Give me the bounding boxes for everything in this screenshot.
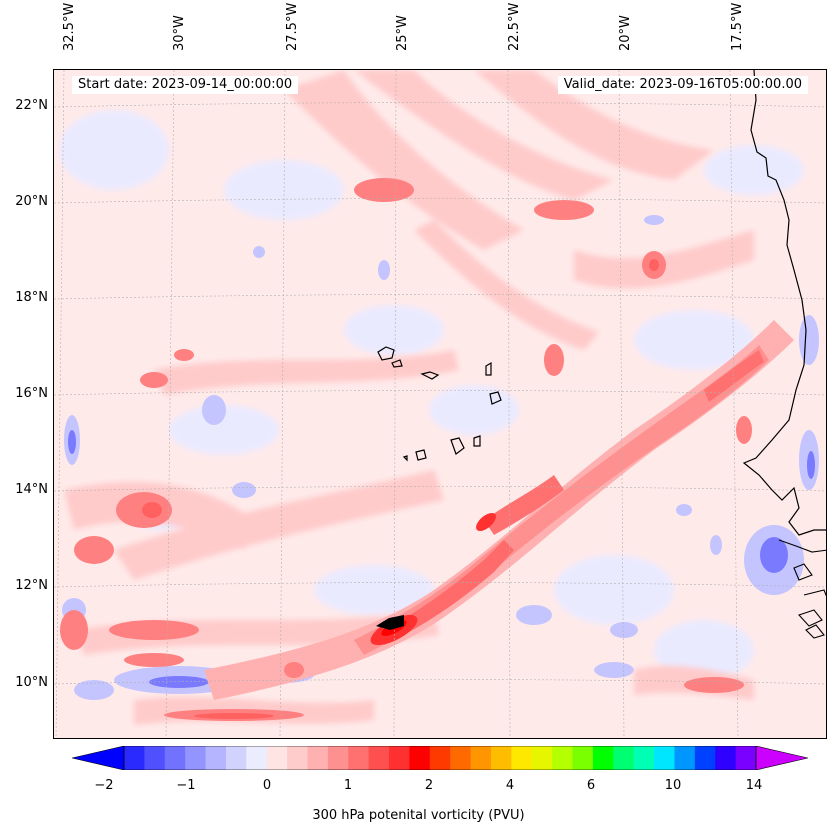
colorbar-cell (124, 746, 145, 770)
colorbar-cell (205, 746, 227, 770)
lon-label-22.5w: 22.5°W (507, 2, 522, 51)
coastline-south (778, 539, 826, 639)
colorbar-cell (613, 746, 635, 770)
lon-label-20w: 20°W (618, 15, 633, 51)
lat-label-10n: 10°N (15, 675, 48, 690)
colorbar-cell (470, 746, 492, 770)
island-fogo (415, 449, 427, 461)
island-sao-vicente (391, 359, 403, 368)
lat-label-20n: 20°N (15, 194, 48, 209)
lat-label-14n: 14°N (15, 482, 48, 497)
weak-negative-patches (59, 110, 804, 680)
colorbar-cell (185, 746, 207, 770)
pv-field (54, 70, 826, 738)
colorbar-cell (368, 746, 390, 770)
colorbar-cell (715, 746, 737, 770)
colorbar-cell (490, 746, 512, 770)
island-sal (485, 361, 492, 376)
colorbar-min-arrow (72, 746, 125, 770)
colorbar-cell (389, 746, 410, 770)
colorbar-cell (266, 746, 288, 770)
colorbar-cell (633, 746, 655, 770)
positive-pv-blobs (60, 178, 752, 721)
colorbar-cell (674, 746, 696, 770)
island-santo-antao (377, 346, 395, 361)
colorbar-cell (735, 746, 757, 770)
lon-label-30w: 30°W (172, 15, 187, 51)
island-sao-nicolau (420, 371, 440, 380)
pv-streamer (204, 320, 794, 700)
lat-label-22n: 22°N (15, 98, 48, 113)
colorbar-tick: 1 (343, 778, 353, 793)
colorbar-cell (450, 746, 472, 770)
colorbar-tick: 14 (745, 778, 763, 793)
colorbar-max-arrow (755, 746, 808, 770)
island-maio (473, 435, 481, 447)
colorbar-label: 300 hPa potenital vorticity (PVU) (312, 808, 525, 823)
colorbar (72, 746, 808, 770)
colorbar-cell (327, 746, 349, 770)
island-boa-vista (489, 391, 502, 405)
colorbar-cells (124, 746, 757, 770)
colorbar-cell (592, 746, 614, 770)
lat-label-18n: 18°N (15, 290, 48, 305)
island-brava (402, 455, 408, 462)
colorbar-cell (409, 746, 431, 770)
colorbar-tick: 10 (664, 778, 682, 793)
colorbar-tick: −2 (94, 778, 114, 793)
map-panel (53, 69, 827, 739)
valid-date-label: Valid_date: 2023-09-16T05:00:00.00 (557, 76, 808, 94)
coastline (742, 70, 826, 536)
lon-label-32.5w: 32.5°W (62, 2, 77, 51)
lat-label-12n: 12°N (15, 578, 48, 593)
colorbar-cell (511, 746, 533, 770)
colorbar-cell (552, 746, 574, 770)
lon-label-17.5w: 17.5°W (730, 2, 745, 51)
lat-label-16n: 16°N (15, 386, 48, 401)
colorbar-tick: 0 (262, 778, 272, 793)
colorbar-cell (572, 746, 594, 770)
start-date-label: Start date: 2023-09-14_00:00:00 (72, 76, 299, 94)
colorbar-cell (429, 746, 451, 770)
colorbar-cell (654, 746, 675, 770)
island-santiago (450, 437, 465, 455)
cape-verde-islands (377, 346, 502, 462)
colorbar-cell (348, 746, 370, 770)
colorbar-tick: 2 (424, 778, 434, 793)
colorbar-cell (531, 746, 553, 770)
colorbar-cell (694, 746, 716, 770)
lon-label-25w: 25°W (395, 15, 410, 51)
colorbar-cell (307, 746, 329, 770)
positive-pv-cores (142, 259, 659, 719)
colorbar-cell (287, 746, 308, 770)
colorbar-cell (144, 746, 166, 770)
colorbar-tick: −1 (176, 778, 196, 793)
colorbar-cell (246, 746, 268, 770)
bijagos-islands (376, 615, 404, 630)
lon-label-27.5w: 27.5°W (285, 2, 300, 51)
colorbar-cell (164, 746, 186, 770)
colorbar-tick: 6 (586, 778, 596, 793)
colorbar-tick: 4 (505, 778, 515, 793)
strong-negative-pv (68, 430, 815, 688)
colorbar-cell (225, 746, 247, 770)
